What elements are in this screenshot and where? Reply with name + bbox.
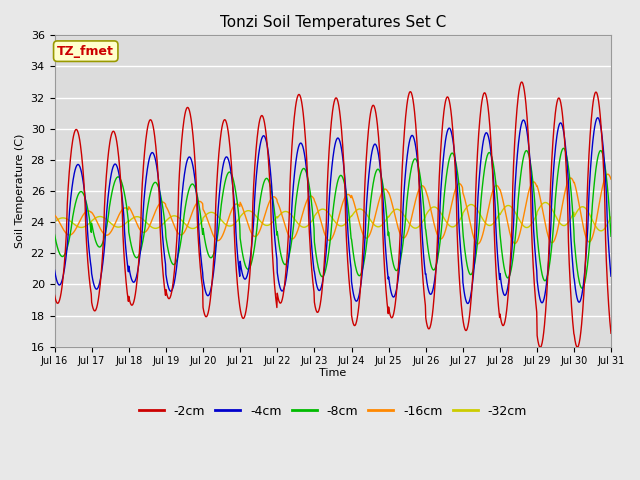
Legend: -2cm, -4cm, -8cm, -16cm, -32cm: -2cm, -4cm, -8cm, -16cm, -32cm: [134, 400, 532, 423]
Text: TZ_fmet: TZ_fmet: [58, 45, 114, 58]
Title: Tonzi Soil Temperatures Set C: Tonzi Soil Temperatures Set C: [220, 15, 446, 30]
Y-axis label: Soil Temperature (C): Soil Temperature (C): [15, 134, 25, 248]
X-axis label: Time: Time: [319, 368, 347, 378]
